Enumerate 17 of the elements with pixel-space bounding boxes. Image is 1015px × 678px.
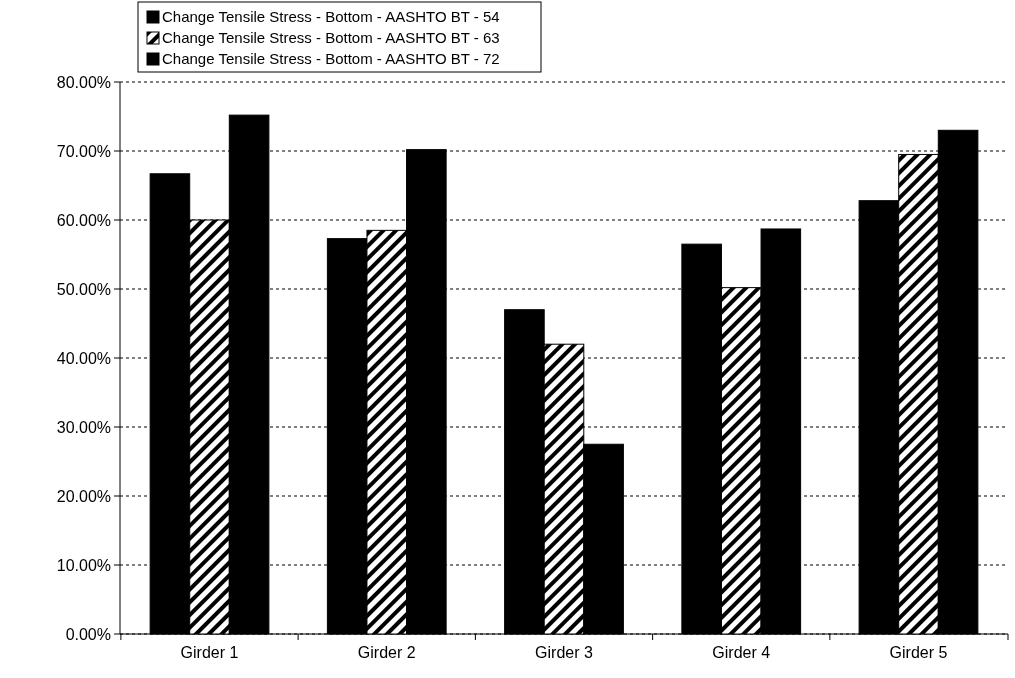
legend-label: Change Tensile Stress - Bottom - AASHTO BT - 63 [162,29,500,47]
y-tick-label: 70.00% [56,142,111,160]
y-tick-label: 10.00% [56,556,111,574]
y-tick-label: 50.00% [56,280,111,298]
y-tick-label: 30.00% [56,418,111,436]
x-tick-label: Girder 5 [889,644,948,661]
y-tick-label: 80.00% [56,73,111,91]
y-tick-label: 0.00% [65,625,111,643]
legend-label: Change Tensile Stress - Bottom - AASHTO BT - 72 [162,50,500,68]
y-tick-label: 60.00% [56,211,111,229]
x-tick-label: Girder 2 [357,644,416,661]
y-tick-label: 20.00% [56,487,111,505]
x-tick-label: Girder 1 [180,644,239,661]
legend-label: Change Tensile Stress - Bottom - AASHTO BT - 54 [162,8,500,26]
x-tick-label: Girder 3 [535,644,593,661]
x-tick-label: Girder 4 [712,644,771,661]
y-tick-label: 40.00% [56,349,111,367]
